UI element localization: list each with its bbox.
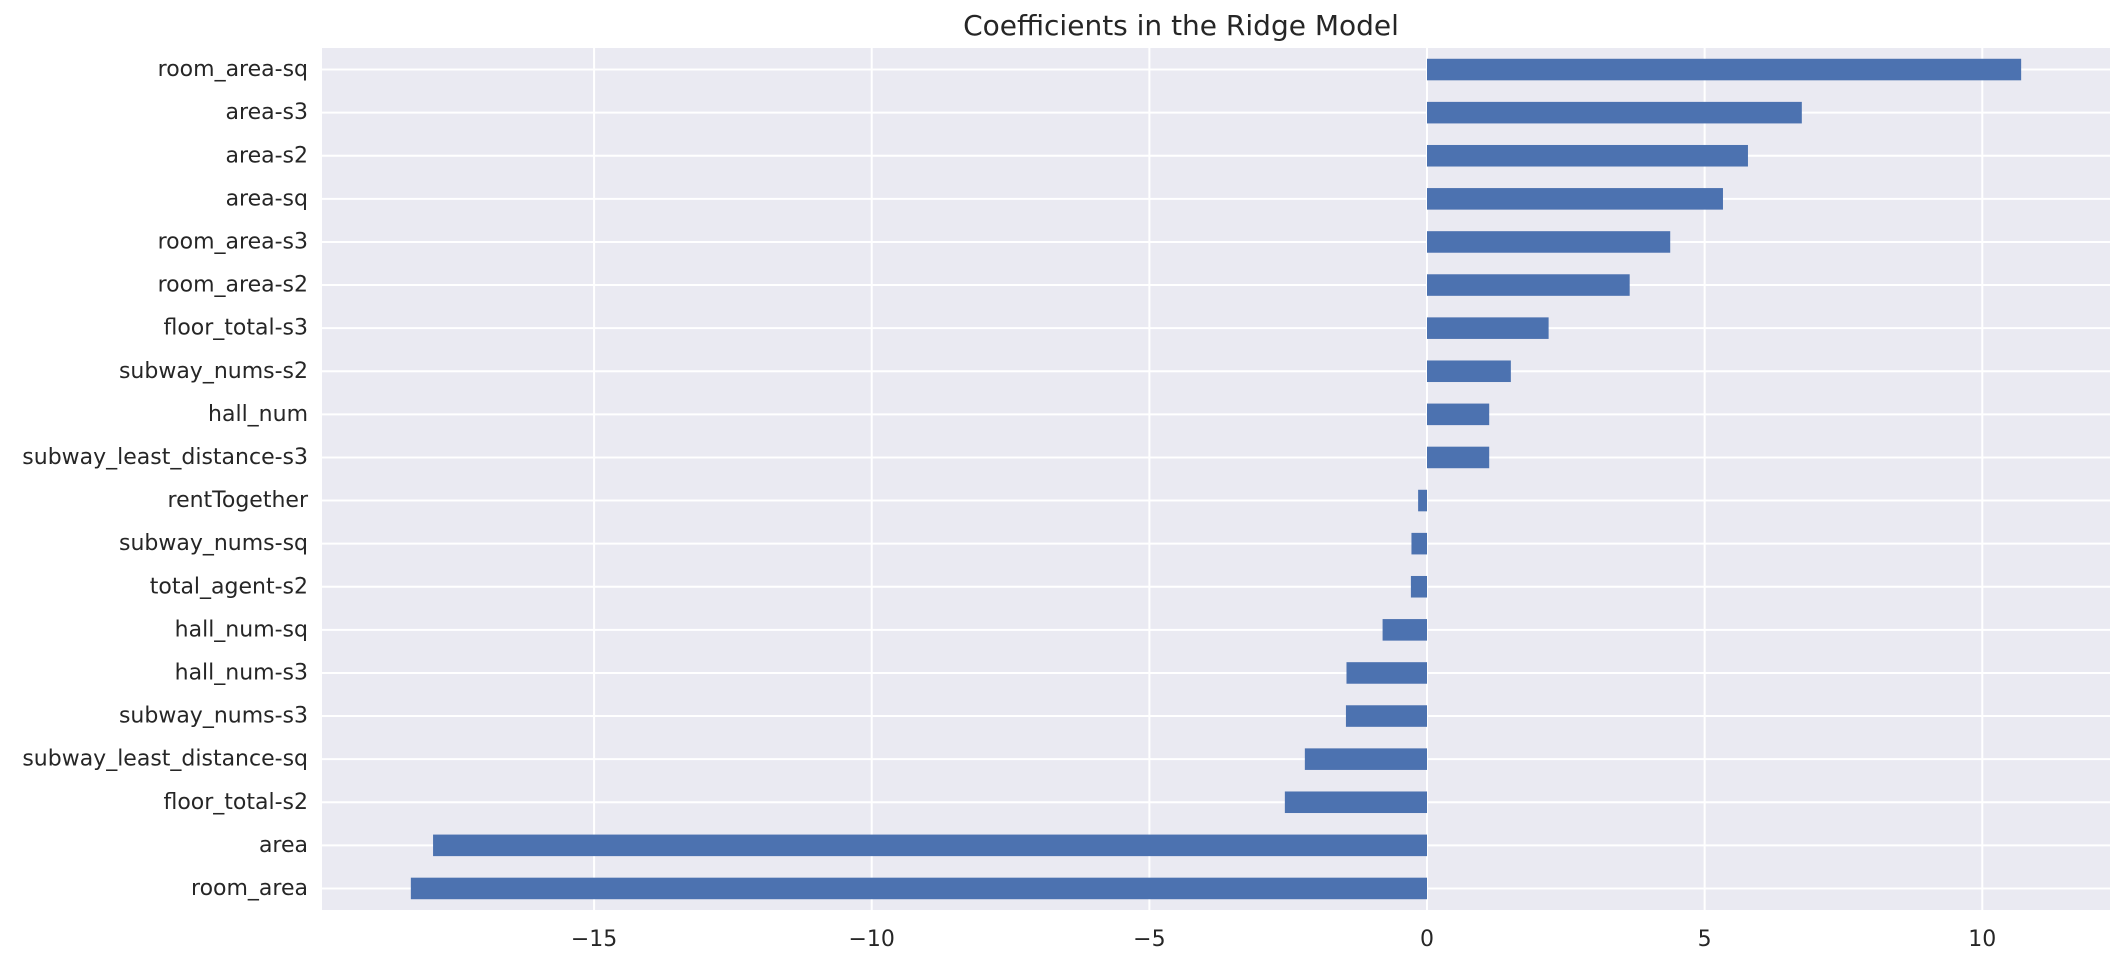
y-tick-label: area-s3 (226, 100, 308, 125)
x-tick-label: 10 (1968, 927, 1996, 952)
x-tick-label: 5 (1698, 927, 1712, 952)
bar-room_area-s3 (1427, 231, 1671, 253)
bar-floor_total-s2 (1284, 791, 1428, 814)
bar-area-sq (1427, 188, 1723, 210)
bar-area (433, 834, 1428, 857)
bar-area-s3 (1427, 101, 1802, 124)
y-tick-label: total_agent-s2 (150, 574, 308, 599)
bar-subway_nums-s2 (1427, 360, 1511, 383)
y-tick-labels: room_area-sq area-s3 area-s2 area-sq room_ar… (22, 57, 309, 901)
chart-title: Coefficients in the Ridge Model (963, 9, 1399, 42)
x-tick-label: −15 (571, 927, 617, 952)
y-tick-label: rentTogether (168, 488, 309, 513)
bar-total_agent-s2 (1410, 575, 1428, 598)
y-tick-label: subway_nums-sq (119, 531, 308, 556)
y-tick-label: hall_num (208, 402, 308, 427)
y-tick-label: room_area-s2 (158, 273, 308, 298)
x-tick-labels: −15 −10 −5 0 5 10 (571, 927, 1996, 952)
bar-room_area-sq (1427, 58, 2022, 81)
bar-room_area (410, 877, 1428, 900)
bar-subway_nums-sq (1411, 532, 1428, 555)
y-tick-label: floor_total-s2 (163, 790, 308, 815)
bar-room_area-s2 (1427, 274, 1630, 296)
bar-area-s2 (1427, 144, 1748, 167)
bar-rentTogether (1418, 489, 1428, 512)
y-tick-label: area (259, 833, 308, 858)
bar-floor_total-s3 (1427, 317, 1549, 339)
y-tick-label: room_area-sq (158, 57, 308, 82)
y-tick-label: subway_least_distance-sq (22, 747, 308, 772)
y-tick-label: floor_total-s3 (163, 316, 308, 341)
y-tick-label: area-sq (226, 186, 308, 211)
bar-subway_least_distance-s3 (1427, 446, 1490, 469)
bar-hall_num (1427, 403, 1490, 426)
bar-hall_num-sq (1382, 619, 1428, 641)
x-tick-label: −5 (1133, 927, 1165, 952)
x-tick-label: 0 (1420, 927, 1434, 952)
plot-area (322, 48, 2110, 910)
bar-hall_num-s3 (1346, 662, 1428, 684)
y-tick-label: room_area (191, 876, 308, 901)
y-tick-label: room_area-s3 (158, 229, 308, 254)
bar-subway_least_distance-sq (1304, 748, 1428, 770)
x-tick-label: −10 (849, 927, 895, 952)
y-tick-label: subway_nums-s2 (119, 359, 308, 384)
y-tick-label: subway_nums-s3 (119, 704, 308, 729)
y-tick-label: hall_num-s3 (175, 660, 308, 685)
grid-lines (322, 48, 2110, 910)
y-tick-label: area-s2 (226, 143, 308, 168)
bar-subway_nums-s3 (1345, 705, 1428, 727)
y-tick-label: subway_least_distance-s3 (22, 445, 308, 470)
bars (410, 58, 2022, 900)
y-tick-label: hall_num-sq (175, 617, 308, 642)
